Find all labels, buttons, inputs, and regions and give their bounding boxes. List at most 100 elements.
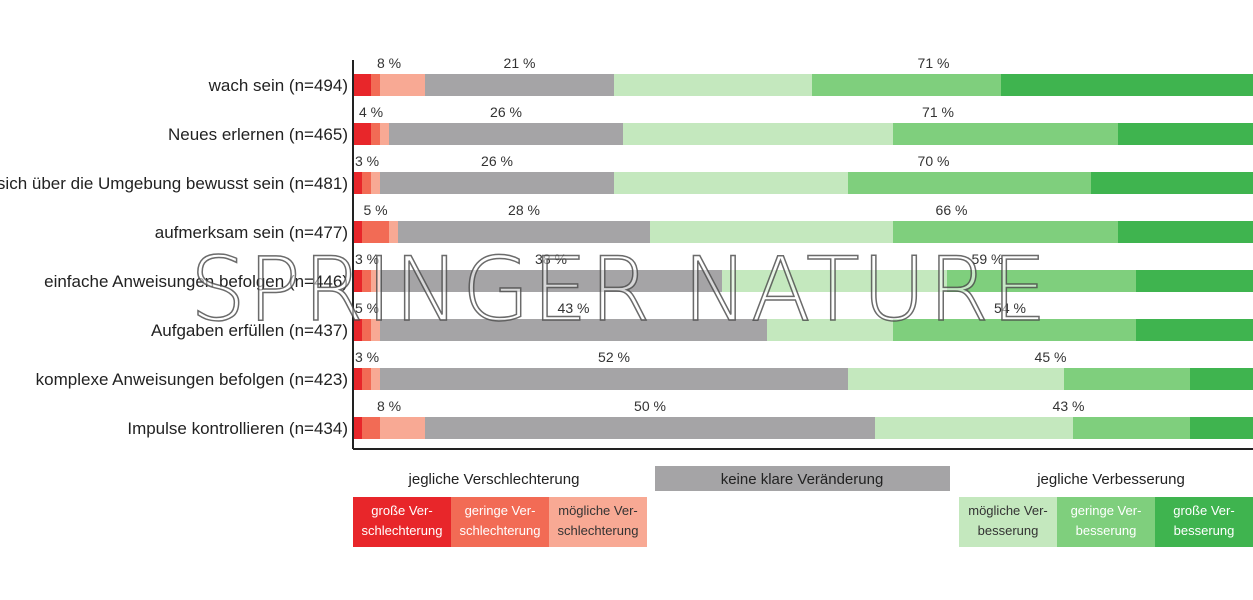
bar-segment <box>650 221 893 243</box>
group-percent-label: 66 % <box>936 202 968 218</box>
bar-segment <box>893 123 1118 145</box>
legend-label: große Ver- <box>1173 503 1234 518</box>
group-percent-label: 5 % <box>363 202 387 218</box>
group-percent-label: 3 % <box>355 251 379 267</box>
category-label: aufmerksam sein (n=477) <box>155 223 348 242</box>
group-percent-label: 3 % <box>355 349 379 365</box>
bar-segment <box>353 221 362 243</box>
group-percent-label: 26 % <box>490 104 522 120</box>
bar-segment <box>947 270 1136 292</box>
bar-segment <box>1001 74 1253 96</box>
legend-swatch <box>959 497 1057 547</box>
bar-segment <box>362 270 371 292</box>
bar-segment <box>380 417 425 439</box>
legend-label: schlechterung <box>558 523 639 538</box>
bar-segment <box>389 221 398 243</box>
legend-label: mögliche Ver- <box>558 503 637 518</box>
group-percent-label: 43 % <box>1053 398 1085 414</box>
bar-segment <box>623 123 893 145</box>
legend-label: besserung <box>1174 523 1235 538</box>
bar-segment <box>362 221 389 243</box>
bar-segment <box>371 74 380 96</box>
bar-segment <box>848 172 1091 194</box>
group-percent-label: 45 % <box>1035 349 1067 365</box>
legend-label: besserung <box>1076 523 1137 538</box>
bar-segment <box>353 172 362 194</box>
bar-segment <box>812 74 1001 96</box>
legend-swatch <box>1155 497 1253 547</box>
bar-segment <box>353 368 362 390</box>
bar-segment <box>353 123 371 145</box>
bar-segment <box>380 368 848 390</box>
bar-segment <box>353 319 362 341</box>
bar-segment <box>362 417 380 439</box>
group-percent-label: 3 % <box>355 153 379 169</box>
group-percent-label: 26 % <box>481 153 513 169</box>
legend-swatch <box>451 497 549 547</box>
category-label: sich über die Umgebung bewusst sein (n=4… <box>0 174 348 193</box>
bar-segment <box>380 123 389 145</box>
bar-segment <box>380 319 767 341</box>
legend-label: mögliche Ver- <box>968 503 1047 518</box>
bar-segment <box>425 417 875 439</box>
legend-none-swatch <box>655 466 950 491</box>
legend-label: schlechterung <box>460 523 541 538</box>
group-percent-label: 5 % <box>355 300 379 316</box>
group-percent-label: 8 % <box>377 55 401 71</box>
legend-label: große Ver- <box>371 503 432 518</box>
bar-segment <box>1190 368 1253 390</box>
group-percent-label: 4 % <box>359 104 383 120</box>
bar-segment <box>1136 319 1253 341</box>
group-percent-label: 71 % <box>922 104 954 120</box>
bar-segment <box>848 368 1064 390</box>
category-label: wach sein (n=494) <box>208 76 348 95</box>
legend-group: jegliche Verschlechterung keine klare Ver… <box>353 466 1253 547</box>
group-percent-label: 28 % <box>508 202 540 218</box>
bar-segment <box>1073 417 1190 439</box>
bar-segment <box>371 172 380 194</box>
bar-segment <box>893 221 1118 243</box>
category-label: Aufgaben erfüllen (n=437) <box>151 321 348 340</box>
legend-group-title: keine klare Veränderung <box>721 471 884 488</box>
group-percent-label: 8 % <box>377 398 401 414</box>
bar-segment <box>371 368 380 390</box>
bar-segment <box>362 368 371 390</box>
bar-segment <box>389 123 623 145</box>
legend-swatch <box>549 497 647 547</box>
bar-segment <box>614 74 812 96</box>
legend-label: schlechterung <box>362 523 443 538</box>
group-percent-label: 50 % <box>634 398 666 414</box>
bar-segment <box>371 319 380 341</box>
group-percent-label: 59 % <box>972 251 1004 267</box>
bar-segment <box>722 270 947 292</box>
group-percent-label: 54 % <box>994 300 1026 316</box>
bar-segment <box>425 74 614 96</box>
group-percent-label: 52 % <box>598 349 630 365</box>
legend-label: geringe Ver- <box>465 503 536 518</box>
bar-segment <box>362 172 371 194</box>
category-label: einfache Anweisungen befolgen (n=446) <box>44 272 348 291</box>
bar-segment <box>380 270 722 292</box>
legend-label: geringe Ver- <box>1071 503 1142 518</box>
bar-segment <box>1064 368 1190 390</box>
bar-segment <box>371 270 380 292</box>
bar-segment <box>380 172 614 194</box>
group-percent-label: 43 % <box>558 300 590 316</box>
bar-segment <box>353 417 362 439</box>
bar-segment <box>614 172 848 194</box>
bar-segment <box>1118 123 1253 145</box>
bar-segment <box>1190 417 1253 439</box>
bar-segment <box>353 74 371 96</box>
legend-group-title: jegliche Verbesserung <box>1036 471 1185 488</box>
category-label: Neues erlernen (n=465) <box>168 125 348 144</box>
bar-segment <box>875 417 1073 439</box>
bar-segment <box>1091 172 1253 194</box>
bar-segment <box>398 221 650 243</box>
category-label: komplexe Anweisungen befolgen (n=423) <box>36 370 348 389</box>
bar-segment <box>767 319 893 341</box>
bar-segment <box>353 270 362 292</box>
group-percent-label: 21 % <box>504 55 536 71</box>
bar-segment <box>1118 221 1253 243</box>
category-label: Impulse kontrollieren (n=434) <box>127 419 348 438</box>
